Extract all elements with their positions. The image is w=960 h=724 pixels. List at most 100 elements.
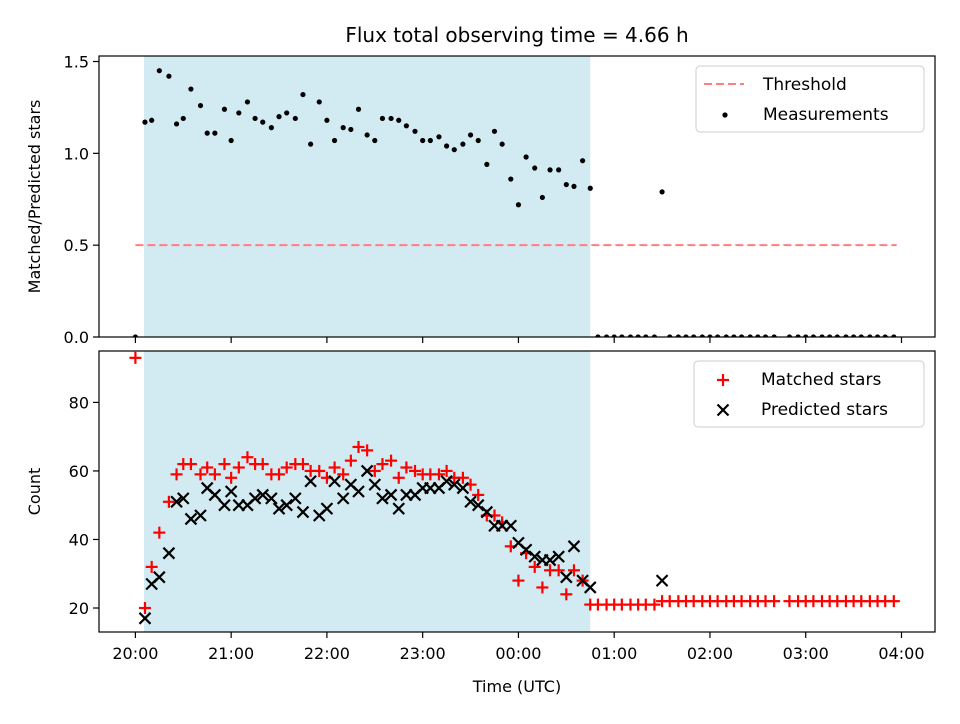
data-point — [284, 110, 290, 116]
data-point — [352, 440, 365, 453]
x-tick-label: 04:00 — [878, 644, 924, 663]
data-point — [603, 334, 610, 337]
data-point — [364, 132, 370, 138]
data-point — [280, 498, 293, 512]
data-point — [300, 91, 306, 98]
data-point — [484, 161, 490, 167]
data-point — [352, 485, 365, 498]
data-point — [268, 125, 274, 131]
data-point — [432, 468, 445, 481]
data-point — [173, 121, 180, 127]
data-point — [655, 574, 669, 587]
data-point — [280, 461, 293, 474]
data-point — [504, 519, 518, 533]
data-point — [440, 464, 453, 477]
data-point — [162, 495, 175, 508]
data-point — [256, 458, 269, 471]
data-point — [232, 461, 245, 474]
data-point — [248, 492, 262, 505]
data-point — [731, 334, 737, 337]
data-point — [571, 183, 577, 189]
data-point — [188, 86, 194, 92]
data-point — [409, 464, 422, 477]
data-point — [723, 334, 729, 337]
y-tick-label: 1.0 — [64, 144, 89, 163]
data-point — [560, 588, 573, 601]
data-point — [738, 334, 745, 337]
data-point — [355, 106, 362, 112]
data-point — [296, 458, 309, 471]
data-point — [194, 509, 207, 522]
data-point — [212, 130, 218, 136]
data-point — [360, 464, 374, 478]
data-point — [472, 488, 485, 501]
data-point — [795, 334, 801, 337]
data-point — [508, 176, 514, 182]
data-point — [528, 550, 541, 563]
data-point — [843, 334, 849, 337]
data-point — [667, 334, 673, 337]
data-point — [810, 334, 816, 337]
data-point — [372, 137, 378, 144]
data-point — [376, 458, 389, 471]
data-point — [427, 137, 433, 144]
data-point — [241, 451, 254, 464]
data-point — [218, 498, 231, 512]
data-point — [762, 334, 769, 337]
data-point — [276, 114, 282, 120]
data-point — [567, 540, 581, 553]
data-point — [170, 468, 183, 481]
data-point — [579, 158, 586, 164]
data-point — [552, 564, 565, 577]
data-point — [225, 471, 238, 484]
data-point — [512, 574, 525, 587]
data-point — [583, 581, 597, 594]
x-tick-label: 20:00 — [112, 644, 158, 663]
data-point — [444, 143, 450, 149]
data-point — [768, 595, 781, 608]
data-point — [887, 595, 900, 608]
x-tick-label: 23:00 — [400, 644, 446, 663]
data-point — [547, 167, 553, 173]
legend: Threshold Measurements — [695, 65, 925, 133]
axes-frame — [98, 55, 936, 338]
data-point — [528, 560, 541, 573]
data-point — [659, 189, 665, 195]
data-point — [436, 134, 442, 140]
data-point — [153, 526, 166, 539]
data-point — [272, 502, 286, 515]
data-point — [563, 181, 569, 188]
data-point — [882, 334, 888, 337]
legend-box — [693, 360, 925, 428]
data-point — [221, 106, 228, 112]
data-point — [308, 141, 314, 147]
data-point — [208, 488, 222, 502]
data-point — [699, 334, 705, 337]
data-point — [336, 492, 350, 505]
data-point — [166, 73, 172, 79]
data-point — [194, 468, 207, 481]
data-point — [619, 334, 625, 337]
x-tick-label: 21:00 — [208, 644, 254, 663]
data-point — [379, 115, 386, 122]
data-point — [523, 154, 529, 160]
data-point — [156, 68, 162, 74]
legend-label: Threshold — [762, 75, 847, 95]
series-matched-stars — [129, 351, 900, 615]
data-point — [648, 598, 661, 611]
legend-label: Predicted stars — [761, 400, 888, 420]
data-point — [683, 334, 689, 337]
data-point — [451, 147, 457, 153]
data-point — [515, 202, 522, 208]
data-point — [145, 560, 158, 573]
y-tick-label: 80 — [69, 393, 89, 412]
y-tick-label: 60 — [69, 462, 89, 481]
data-point — [162, 546, 176, 560]
data-point — [224, 485, 238, 498]
data-point — [228, 137, 234, 144]
x-tick-label: 03:00 — [783, 644, 829, 663]
data-point — [819, 334, 825, 337]
data-point — [675, 334, 681, 337]
y-tick-label: 0.0 — [64, 328, 89, 347]
legend: Matched stars Predicted stars — [693, 360, 925, 428]
